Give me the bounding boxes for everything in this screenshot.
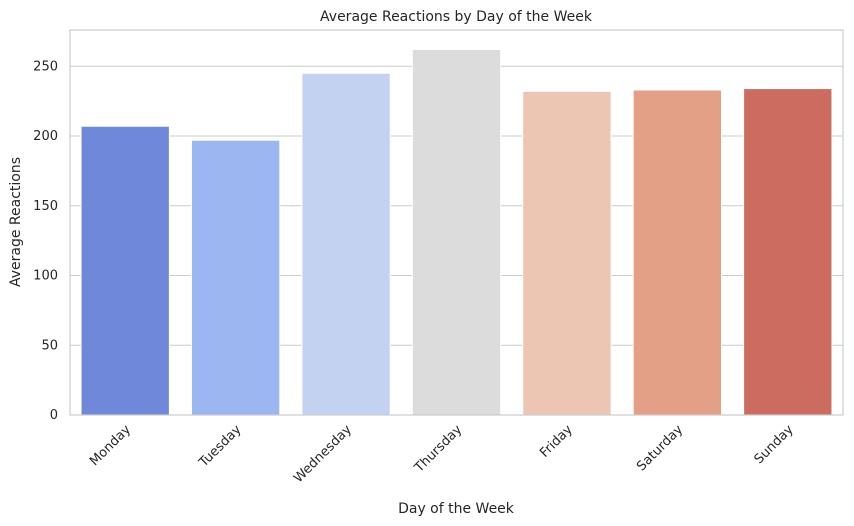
bar-monday: [80, 125, 170, 416]
bar-friday: [522, 90, 612, 416]
x-tick-label: Wednesday: [291, 422, 355, 486]
x-tick-label: Monday: [87, 422, 134, 469]
x-tick-label: Tuesday: [196, 422, 245, 471]
bar-saturday: [632, 89, 723, 416]
x-tick-label: Sunday: [752, 422, 797, 467]
bars-layer: [80, 49, 833, 416]
bar-sunday: [743, 88, 833, 416]
chart-title: Average Reactions by Day of the Week: [320, 9, 593, 25]
y-tick-label: 200: [33, 129, 58, 144]
bar-tuesday: [190, 139, 281, 416]
plot-border: [69, 29, 844, 416]
bar-thursday: [411, 49, 502, 416]
x-tick-label: Thursday: [411, 422, 465, 476]
x-tick-label: Friday: [537, 422, 576, 461]
y-axis-label: Average Reactions: [8, 157, 24, 287]
y-ticks: 0 50 100 150 200 250: [33, 59, 58, 423]
y-tick-label: 50: [41, 338, 58, 353]
y-tick-label: 0: [50, 408, 58, 423]
x-axis-label: Day of the Week: [398, 501, 515, 517]
y-tick-label: 100: [33, 269, 58, 284]
y-tick-label: 250: [33, 59, 58, 74]
y-tick-label: 150: [33, 199, 58, 214]
x-tick-label: Saturday: [634, 422, 686, 474]
x-ticks: Monday Tuesday Wednesday Thursday Friday Satu…: [87, 422, 797, 486]
bar-wednesday: [301, 72, 391, 416]
